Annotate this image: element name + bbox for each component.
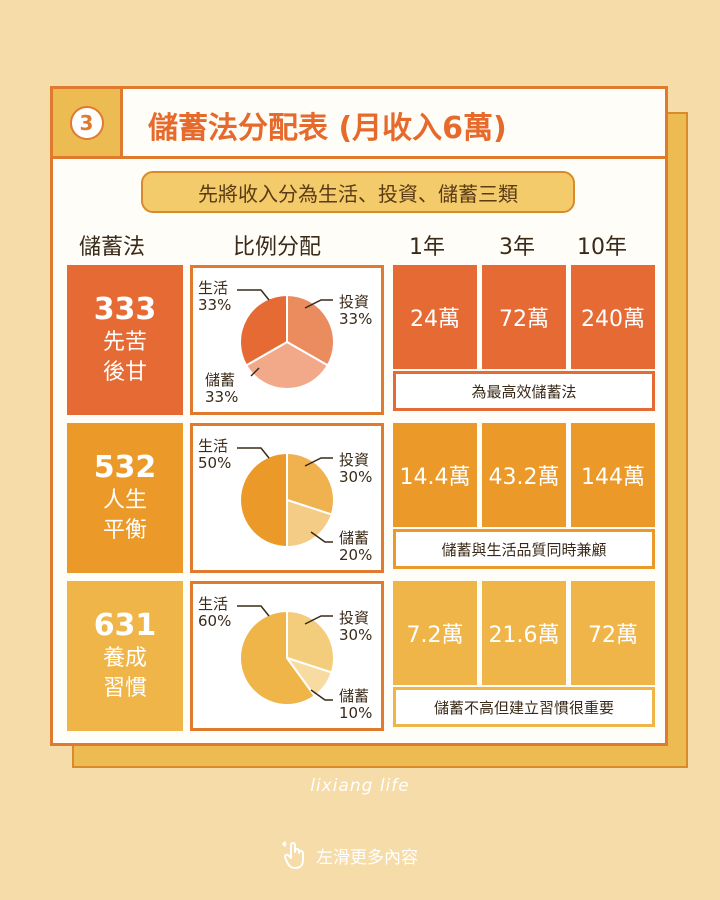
header-1-year: 1年 [409,235,445,260]
row-532-pie-box: 生活 50% 投資 30% 儲蓄 20% [190,423,384,573]
savings-card: 3 儲蓄法分配表 (月收入6萬) 先將收入分為生活、投資、儲蓄三類 儲蓄法 比例… [50,86,668,746]
row-631-pie-box: 生活 60% 投資 30% 儲蓄 10% [190,581,384,731]
method-name-line1: 先苦 [102,330,147,355]
pie-leader-line [237,447,270,459]
pie-leader-line [304,457,333,467]
row-333-1-year: 24萬 [393,265,477,369]
page-title: 儲蓄法分配表 (月收入6萬) [148,111,507,146]
pie-leader-line [304,299,333,309]
pie-label-invest: 投資 33% [339,293,373,328]
pie-chart [237,289,335,390]
swipe-more-link[interactable]: 左滑更多內容 [282,840,418,870]
row-333-10-year: 240萬 [571,265,655,369]
header-ratio: 比例分配 [233,235,322,260]
method-name-line2: 習慣 [102,676,147,701]
pie-label-invest: 投資 30% [339,609,373,644]
pie-chart [237,447,335,549]
row-631-3-year: 21.6萬 [482,581,566,685]
pie-slice-invest [286,609,335,674]
row-333-3-year: 72萬 [482,265,566,369]
pie-label-save: 儲蓄 20% [339,529,373,564]
step-number: 3 [69,105,104,140]
header-method: 儲蓄法 [79,235,146,260]
pie-slice-living [239,609,317,706]
header-3-year: 3年 [499,235,535,260]
method-name-line2: 後甘 [102,360,147,385]
pie-label-living: 生活 33% [198,279,232,314]
pie-leader-line [237,289,270,301]
method-code: 631 [93,608,157,643]
row-532-10-year: 144萬 [571,423,655,527]
step-number-box: 3 [53,89,123,156]
pie-leader-line [250,367,260,377]
method-code: 333 [93,292,157,327]
method-name-line1: 人生 [102,488,147,513]
pie-leader-line [304,615,333,625]
title-bar: 3 儲蓄法分配表 (月收入6萬) [53,89,665,159]
swipe-hand-icon [282,841,304,869]
pie-label-living: 生活 50% [198,437,232,472]
row-532-label: 532 人生 平衡 [67,423,183,573]
brand-watermark: lixiang life [310,776,410,796]
row-631-label: 631 養成 習慣 [67,581,183,731]
pie-leader-line [310,531,333,543]
row-532-1-year: 14.4萬 [393,423,477,527]
pie-chart [237,605,335,706]
pie-label-save: 儲蓄 33% [205,371,239,406]
subtitle: 先將收入分為生活、投資、儲蓄三類 [141,171,575,213]
header-10-year: 10年 [577,235,627,260]
row-631-note: 儲蓄不高但建立習慣很重要 [393,687,655,727]
pie-slice-invest [286,451,335,516]
method-name-line1: 養成 [102,646,147,671]
row-333-pie-box: 生活 33% 投資 33% 儲蓄 33% [190,265,384,415]
pie-leader-line [237,605,270,617]
swipe-more-label: 左滑更多內容 [316,847,418,868]
pie-label-invest: 投資 30% [339,451,373,486]
pie-slice-living [239,451,288,549]
row-631-10-year: 72萬 [571,581,655,685]
pie-label-save: 儲蓄 10% [339,687,373,722]
pie-slice-save [286,498,333,549]
pie-slice-living [239,293,288,367]
row-333-label: 333 先苦 後甘 [67,265,183,415]
method-code: 532 [93,450,157,485]
row-333-note: 為最高效儲蓄法 [393,371,655,411]
pie-label-living: 生活 60% [198,595,232,630]
method-name-line2: 平衡 [102,518,147,543]
row-532-3-year: 43.2萬 [482,423,566,527]
row-532-note: 儲蓄與生活品質同時兼顧 [393,529,655,569]
row-631-1-year: 7.2萬 [393,581,477,685]
pie-leader-line [310,689,333,701]
